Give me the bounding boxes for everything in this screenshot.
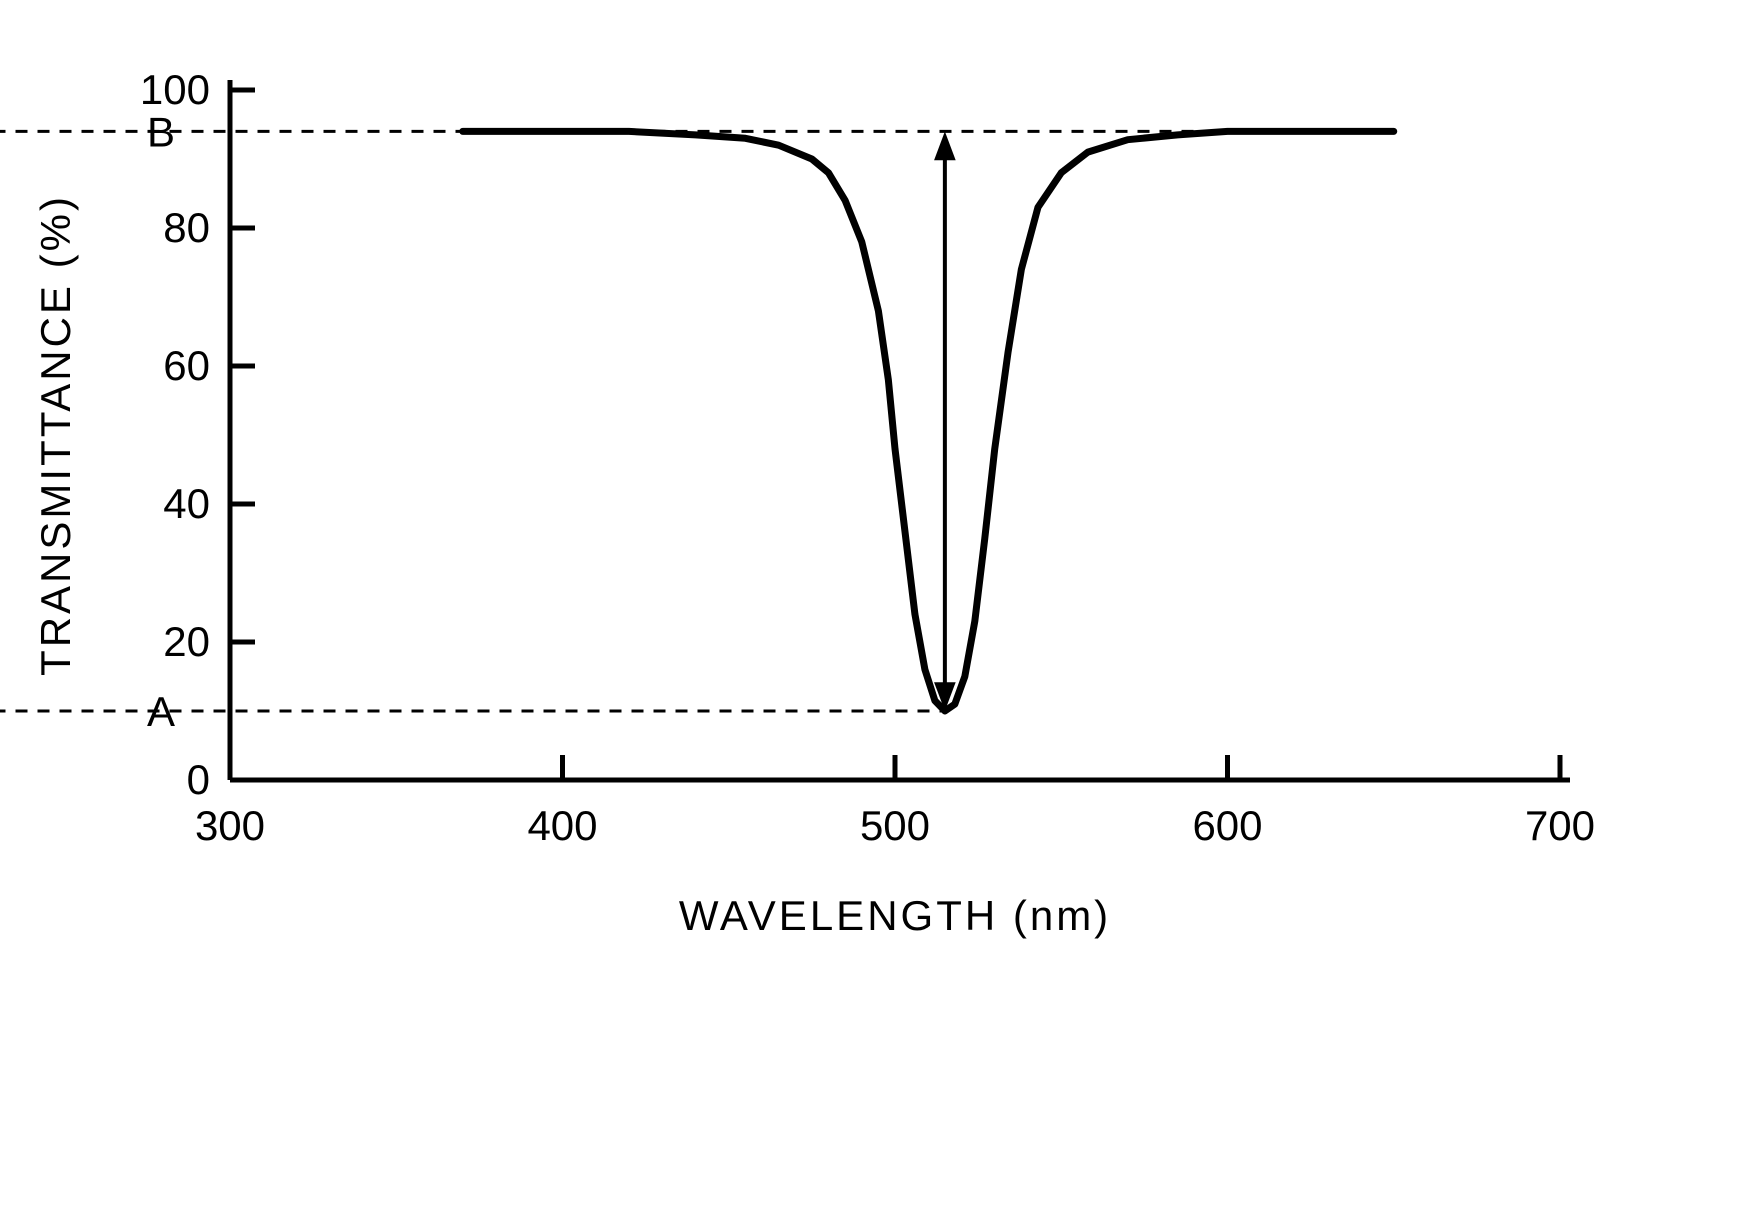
transmittance-chart: 300 400 500 600 700 0 20 40 60 80 100B A WAVELENGTH … xyxy=(0,0,1759,1212)
arrow-head-up-icon xyxy=(934,131,956,160)
y-tick-label: 40 xyxy=(163,480,210,527)
y-tick-label: 60 xyxy=(163,342,210,389)
transmittance-curve xyxy=(463,131,1394,711)
x-tick-label: 600 xyxy=(1192,802,1262,849)
y-tick-label: 0 xyxy=(187,756,210,803)
x-tick-label: 500 xyxy=(860,802,930,849)
chart-svg: 300 400 500 600 700 0 20 40 60 80 100B A WAVELENGTH … xyxy=(0,0,1759,1212)
x-tick-label: 700 xyxy=(1525,802,1595,849)
y-tick-label: 20 xyxy=(163,618,210,665)
y-axis-label: TRANSMITTANCE (%) xyxy=(32,194,79,676)
x-axis-label: WAVELENGTH (nm) xyxy=(679,892,1111,939)
y-tick-label: 80 xyxy=(163,204,210,251)
baseline-a-label: A xyxy=(147,688,175,735)
x-tick-label: 300 xyxy=(195,802,265,849)
baseline-b-label: B xyxy=(147,108,175,155)
x-tick-label: 400 xyxy=(527,802,597,849)
y-tick-label: 100 xyxy=(140,66,210,113)
